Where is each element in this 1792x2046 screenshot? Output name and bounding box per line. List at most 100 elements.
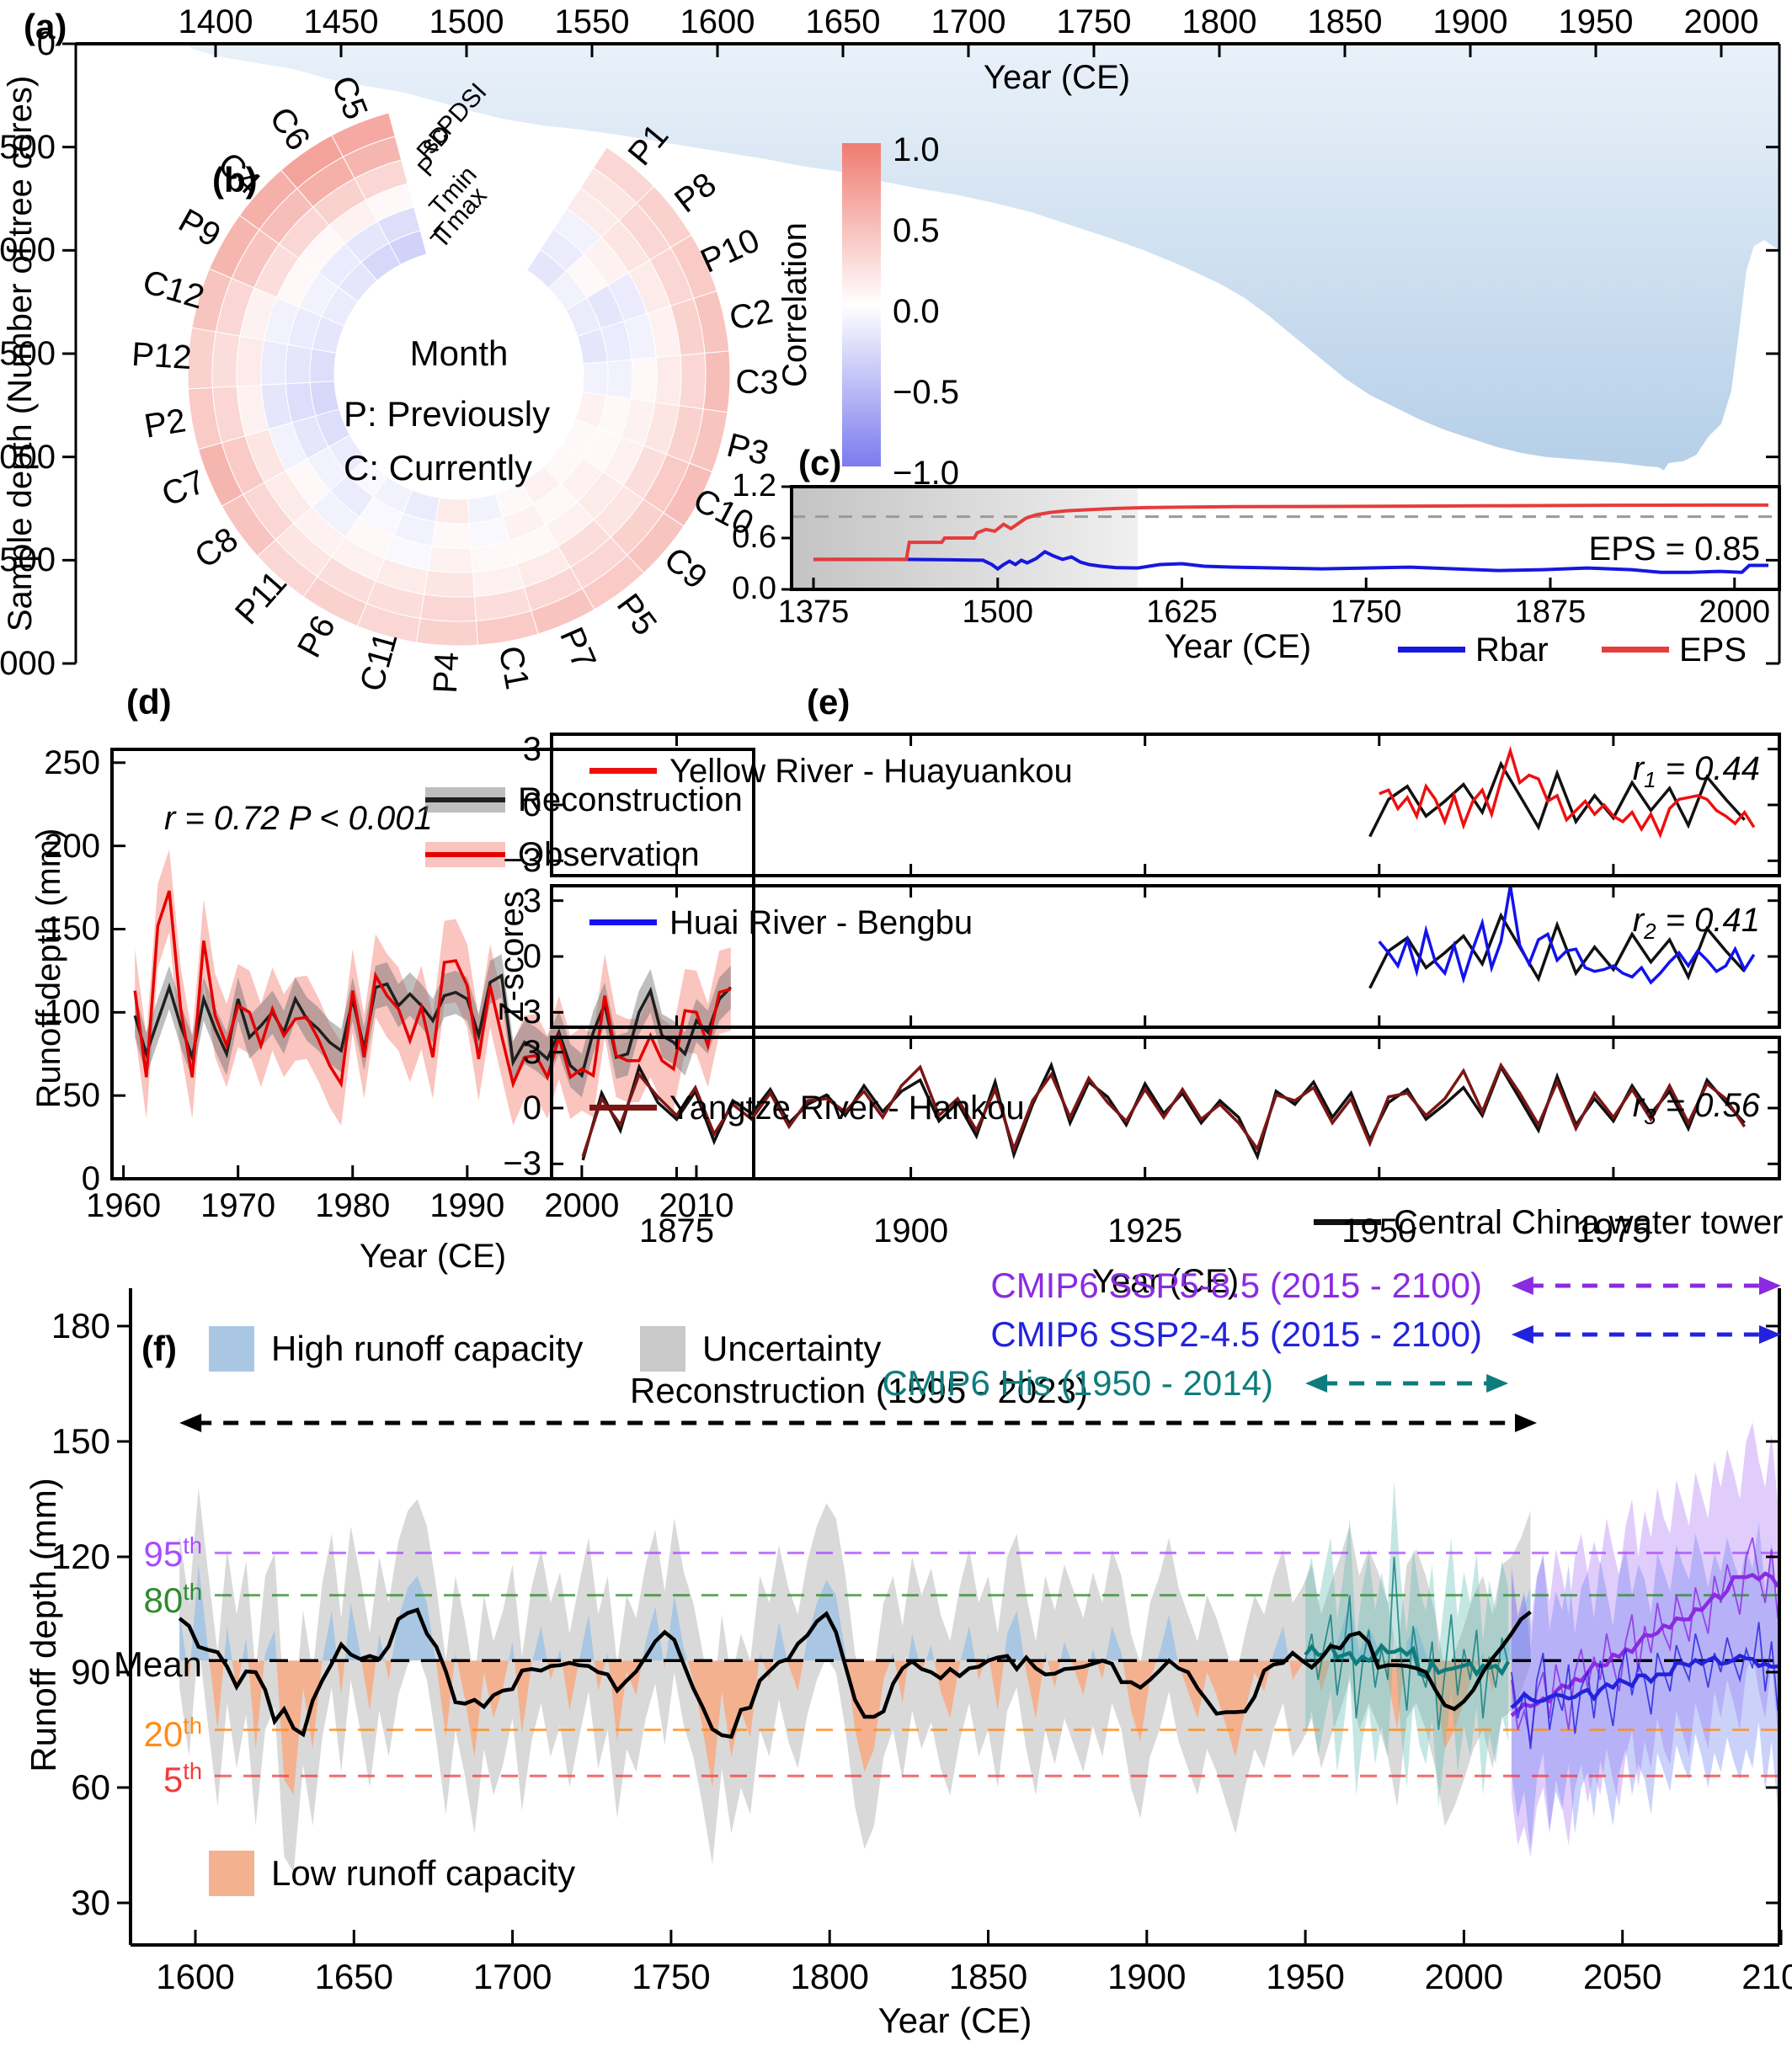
panel-e-ytick: 0	[522, 1090, 541, 1127]
panel-f-ytick: 30	[71, 1882, 110, 1922]
panel-a-xtick: 1800	[1181, 3, 1257, 40]
panel-a-xtick: 1750	[1056, 3, 1132, 40]
his-envelope	[1305, 1479, 1509, 1807]
r1-value: r1 = 0.44	[1632, 749, 1760, 792]
huai-river-swatch	[589, 919, 657, 925]
reconstruction-smooth-line	[178, 1607, 1532, 1740]
heatmap-cell	[630, 356, 658, 403]
low-runoff-fill	[179, 1660, 1531, 1796]
panel-e-xtick: 1900	[873, 1212, 949, 1249]
eps-line	[813, 503, 1768, 562]
panel-f-xtick: 1950	[1266, 1956, 1345, 1996]
heatmap-cell	[236, 335, 265, 387]
panel-e-xlabel: Year (CE)	[1091, 1263, 1240, 1300]
ssp5-envelope	[1511, 1422, 1779, 1857]
panel-e-ytick: −3	[503, 1145, 541, 1183]
panel-d-ytick: 100	[44, 994, 100, 1031]
panel-c-label: (c)	[798, 443, 842, 482]
panel-c-xtick: 1500	[962, 594, 1034, 631]
panel-c-xtick: 1875	[1514, 594, 1587, 631]
panel-e-ytick: −3	[503, 842, 541, 880]
panel-b-center-line2: C: Currently	[344, 447, 533, 488]
panel-a-xlabel: Year (CE)	[983, 59, 1131, 96]
panel-f-ytick: 150	[51, 1420, 110, 1461]
uncertainty-swatch	[640, 1326, 685, 1372]
panel-f-xtick: 1850	[948, 1956, 1028, 1996]
his-range-label: CMIP6 His (1950 - 2014)	[882, 1362, 1273, 1403]
panel-d-xtick: 2010	[659, 1187, 734, 1224]
rbar-legend-label: Rbar	[1475, 631, 1549, 669]
panel-a-ytick: 0	[36, 25, 56, 62]
reconstruction-legend-label: Reconstruction	[518, 781, 743, 818]
heatmap-cell	[416, 617, 478, 647]
panel-f-ylabel: Runoff depth (mm)	[23, 1478, 63, 1772]
rbar-line-swatch	[1398, 647, 1465, 653]
panel-c-ytick: 1.2	[732, 468, 776, 504]
colorbar-tick: −0.5	[893, 374, 959, 411]
heatmap-month-label: P4	[426, 651, 466, 695]
colorbar-label: Correlation	[776, 222, 813, 387]
river-line	[1378, 886, 1756, 985]
panel-f-xtick: 1900	[1107, 1956, 1187, 1996]
p5-label: 5th	[163, 1757, 202, 1799]
heatmap-cell	[605, 359, 633, 400]
mean-label: Mean	[113, 1644, 202, 1684]
panel-f-xtick: 2000	[1424, 1956, 1504, 1996]
his-raw	[1304, 1556, 1509, 1730]
panel-d-xtick: 1960	[86, 1187, 162, 1224]
panel-b-center-line1: P: Previously	[344, 393, 551, 434]
reconstruction-range-label: Reconstruction (1595 - 2023)	[630, 1370, 1088, 1410]
panel-e-xtick: 1875	[638, 1212, 714, 1249]
r2-value: r2 = 0.41	[1632, 901, 1760, 944]
panel-e-xtick: 1925	[1107, 1212, 1183, 1249]
panel-e-ytick: −3	[503, 994, 541, 1031]
heatmap-month-label: P12	[130, 336, 193, 377]
heatmap-month-label: P2	[141, 402, 189, 446]
his-smooth	[1304, 1641, 1511, 1680]
yellow-river-label: Yellow River - Huayuankou	[669, 753, 1073, 790]
panel-d-ylabel: Runoff depth (mm)	[30, 828, 67, 1109]
reconstruction-band-swatch	[425, 787, 505, 813]
heatmap-month-label: C3	[734, 363, 780, 402]
panel-a-ytick: 2000	[0, 438, 56, 476]
panel-f-ytick: 60	[71, 1766, 110, 1807]
panel-c-xtick: 2000	[1699, 594, 1771, 631]
heatmap-cell	[309, 348, 337, 383]
ssp5-range-label: CMIP6 SSP5-8.5 (2015 - 2100)	[990, 1265, 1482, 1305]
tower-line	[1368, 912, 1746, 989]
eps-annotation: EPS = 0.85	[1588, 530, 1760, 567]
panel-f-xtick: 1600	[156, 1956, 235, 1996]
heatmap-cell	[581, 361, 609, 397]
heatmap-cell	[654, 354, 682, 407]
r3-value: r3 = 0.56	[1632, 1086, 1760, 1129]
circular-heatmap	[187, 112, 731, 647]
panel-d-ytick: 0	[81, 1160, 100, 1197]
panel-d-annotation: r = 0.72 P < 0.001	[164, 800, 433, 837]
panel-d-ytick: 50	[62, 1077, 101, 1115]
panel-d-xlabel: Year (CE)	[359, 1238, 507, 1275]
panel-a-xtick: 1400	[178, 3, 253, 40]
panel-f-xtick: 1750	[632, 1956, 711, 1996]
panel-a-label: (a)	[24, 7, 67, 46]
panel-e-ytick: 3	[522, 1033, 541, 1071]
eps-legend-label: EPS	[1679, 631, 1747, 669]
heatmap-cell	[419, 594, 477, 622]
heatmap-month-label: C1	[491, 642, 536, 693]
panel-a-xtick: 1900	[1432, 3, 1508, 40]
ssp2-range-label: CMIP6 SSP2-4.5 (2015 - 2100)	[990, 1313, 1482, 1354]
panel-c-xtick: 1750	[1330, 594, 1402, 631]
panel-c-ytick: 0.6	[732, 519, 776, 556]
heatmap-cell	[187, 327, 217, 390]
colorbar-tick: 0.5	[893, 212, 940, 249]
p20-label: 20th	[143, 1712, 202, 1754]
panel-f-xtick: 1800	[790, 1956, 869, 1996]
panel-a-ytick: 1000	[0, 232, 56, 269]
panel-a-xtick: 1600	[680, 3, 755, 40]
low-runoff-swatch	[209, 1851, 254, 1896]
panel-e-ytick: 3	[522, 730, 541, 768]
observation-line	[133, 890, 732, 1089]
yangtze-river-swatch	[589, 1105, 657, 1111]
tower-line	[1368, 760, 1746, 838]
panel-a-ytick: 500	[0, 128, 56, 166]
